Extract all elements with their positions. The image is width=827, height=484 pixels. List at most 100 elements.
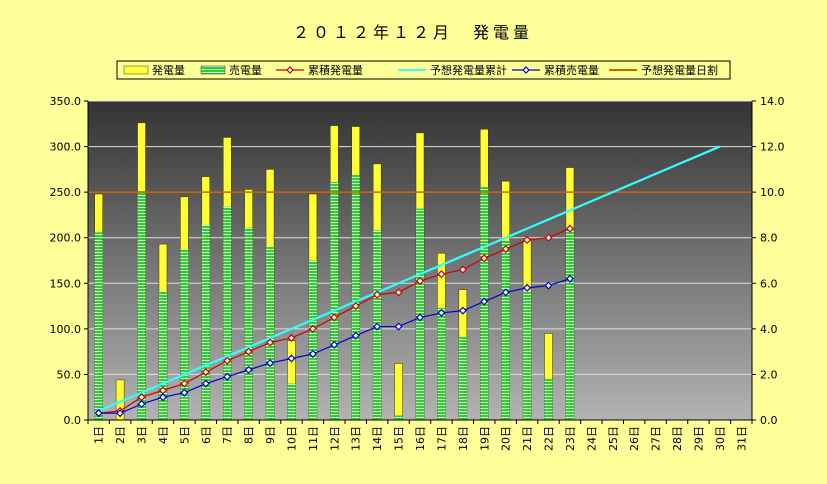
line-cumulative-sold-point xyxy=(351,331,360,340)
bar-sold xyxy=(244,227,253,420)
line-cumulative-generation-point xyxy=(501,245,510,254)
legend-label: 予想発電量累計 xyxy=(430,63,507,77)
line-cumulative-generation-point xyxy=(480,254,489,263)
bar-sold xyxy=(351,174,360,420)
line-cumulative-sold-point xyxy=(137,400,146,409)
line-cumulative-sold-point xyxy=(94,409,103,418)
line-cumulative-sold-point xyxy=(415,313,425,322)
bar-sold xyxy=(287,383,296,420)
legend: 発電量 売電量 累積発電量 予想発電量累計 累積売電量 予想発電量日割 xyxy=(123,63,718,77)
bar-generation xyxy=(394,363,403,421)
line-cumulative-generation-point xyxy=(287,333,296,343)
x-tick-label: 15日 xyxy=(393,426,406,451)
x-tick-label: 10日 xyxy=(285,426,298,451)
y-right-tick-label: 4.0 xyxy=(760,323,778,336)
x-tick-label: 5日 xyxy=(178,426,191,444)
legend-swatch xyxy=(123,65,149,75)
y-left-tick-label: 200.0 xyxy=(50,232,82,245)
line-cumulative-generation-point xyxy=(330,313,339,322)
y-right-tick-label: 8.0 xyxy=(760,232,778,245)
line-cumulative-generation-point xyxy=(201,368,210,377)
bar-sold xyxy=(437,307,446,420)
line-cumulative-sold-point xyxy=(458,306,467,315)
y-left-tick-label: 50.0 xyxy=(57,368,82,381)
x-tick-label: 28日 xyxy=(671,426,684,451)
bar-sold xyxy=(394,415,403,420)
x-tick-label: 22日 xyxy=(543,426,556,451)
y-left-tick-label: 100.0 xyxy=(50,323,82,336)
x-tick-label: 19日 xyxy=(478,426,491,451)
x-tick-label: 9日 xyxy=(264,426,277,444)
x-tick-label: 29日 xyxy=(692,426,705,451)
legend-marker xyxy=(286,66,294,74)
x-tick-label: 2日 xyxy=(114,426,127,444)
line-cumulative-generation-point xyxy=(223,356,232,365)
bar-sold xyxy=(158,291,167,420)
y-right-tick-label: 2.0 xyxy=(760,368,778,381)
x-tick-label: 14日 xyxy=(371,426,384,451)
x-tick-label: 21日 xyxy=(521,426,534,451)
line-cumulative-sold-point xyxy=(437,308,446,317)
y-left-tick-label: 250.0 xyxy=(50,186,82,199)
y-right-tick-label: 14.0 xyxy=(760,95,785,108)
legend-swatch xyxy=(200,65,226,75)
x-tick-label: 16日 xyxy=(414,426,427,451)
x-tick-label: 25日 xyxy=(607,426,620,451)
x-tick-label: 6日 xyxy=(200,426,213,444)
line-cumulative-generation-point xyxy=(458,265,467,274)
bar-sold xyxy=(458,337,467,420)
y-left-tick-label: 150.0 xyxy=(50,277,82,290)
line-cumulative-sold-point xyxy=(523,283,532,292)
bar-sold xyxy=(223,206,232,420)
x-tick-label: 23日 xyxy=(564,426,577,451)
line-cumulative-sold-point xyxy=(180,388,189,397)
y-left-tick-label: 300.0 xyxy=(50,141,82,154)
y-right-tick-label: 10.0 xyxy=(760,186,785,199)
x-tick-label: 20日 xyxy=(500,426,513,451)
line-cumulative-sold-point xyxy=(266,358,275,368)
bar-sold xyxy=(330,182,339,420)
legend-label: 累積発電量 xyxy=(308,63,363,77)
legend-label: 予想発電量日割 xyxy=(641,63,718,77)
line-cumulative-sold-point xyxy=(544,281,553,290)
line-cumulative-generation-point xyxy=(373,290,382,299)
x-tick-label: 27日 xyxy=(650,426,663,451)
bar-sold xyxy=(523,291,532,420)
line-cumulative-sold-point xyxy=(501,288,510,297)
line-cumulative-generation-point xyxy=(351,302,360,311)
legend-marker xyxy=(522,66,530,74)
line-cumulative-sold-point xyxy=(158,393,168,402)
x-tick-label: 8日 xyxy=(243,426,256,444)
bar-sold xyxy=(266,246,275,420)
line-cumulative-generation-point xyxy=(565,224,574,233)
line-cumulative-generation-point xyxy=(544,233,553,242)
line-cumulative-sold-point xyxy=(244,365,253,374)
line-cumulative-generation-point xyxy=(415,276,425,286)
x-tick-label: 7日 xyxy=(221,426,234,444)
x-tick-label: 1日 xyxy=(93,426,106,444)
x-tick-label: 26日 xyxy=(628,426,641,451)
y-right-tick-label: 0.0 xyxy=(760,414,778,427)
y-left-tick-label: 350.0 xyxy=(50,95,82,108)
x-tick-label: 3日 xyxy=(136,426,149,444)
line-cumulative-sold-point xyxy=(201,379,210,388)
line-cumulative-generation-point xyxy=(266,338,275,347)
line-cumulative-sold-point xyxy=(394,322,403,331)
legend-label: 売電量 xyxy=(229,64,262,77)
y-right-tick-label: 6.0 xyxy=(760,277,778,290)
bar-sold xyxy=(137,191,146,420)
x-tick-label: 18日 xyxy=(457,426,470,451)
line-cumulative-generation-point xyxy=(437,270,446,279)
bar-sold xyxy=(565,229,574,420)
x-tick-label: 13日 xyxy=(350,426,363,451)
line-cumulative-sold-point xyxy=(330,340,339,349)
y-right-tick-label: 12.0 xyxy=(760,141,785,154)
x-tick-label: 11日 xyxy=(307,426,320,451)
line-expected-cumulative xyxy=(98,145,721,412)
legend-label: 発電量 xyxy=(152,63,185,77)
bar-sold xyxy=(308,260,317,420)
lines xyxy=(88,145,752,418)
line-cumulative-generation-point xyxy=(308,324,317,333)
